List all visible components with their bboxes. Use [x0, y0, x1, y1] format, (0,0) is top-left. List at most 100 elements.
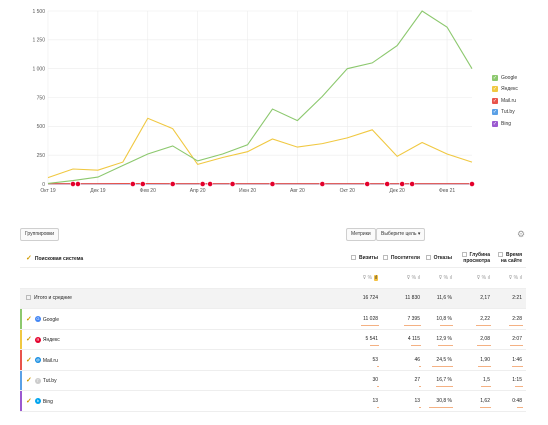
legend-item[interactable]: ✓ Google [492, 72, 518, 84]
chart-toggle-icon[interactable]: ıl [449, 274, 453, 281]
checkbox-icon[interactable]: ✓ [492, 86, 498, 93]
table-row[interactable]: ✓ T Tut.by 30 27 16,7 % 1,5 1:15 [20, 370, 526, 391]
column-filter: ⊽ % ıl [494, 267, 526, 289]
chart-toggle-icon[interactable]: ıl [519, 274, 523, 281]
row-label: Итого и средние [34, 295, 72, 302]
legend-item[interactable]: ✓ Mail.ru [492, 95, 518, 107]
table-row-total: Итого и средние 16 724 11 830 11,6 % 2,17 2:2… [20, 288, 526, 309]
percent-icon[interactable]: % [411, 274, 418, 281]
metric-text: 1,90 [480, 356, 490, 363]
column-filter: ⊽ % ıl [382, 267, 424, 289]
column-header[interactable]: Время на сайте [494, 247, 526, 268]
metric-text: 2,08 [480, 336, 490, 343]
metric-value: 11,6 % [424, 288, 456, 309]
metric-text: 11 830 [405, 295, 420, 302]
chart-toggle-icon[interactable]: ıl [373, 274, 378, 281]
checkmark-icon[interactable]: ✓ [26, 336, 32, 344]
column-header-label: Глубина просмотра [463, 252, 490, 264]
column-header[interactable]: Визиты [342, 247, 382, 268]
chart-toggle-icon[interactable]: ıl [487, 274, 491, 281]
checkmark-icon[interactable]: ✓ [26, 356, 32, 364]
groupings-button[interactable]: Группировки [20, 228, 60, 241]
legend-label: Mail.ru [501, 97, 517, 104]
x-tick-label: Фев 21 [439, 188, 455, 194]
x-tick-label: Фев 20 [140, 188, 156, 194]
search-engine-icon: G [34, 316, 41, 323]
metric-text: 1:46 [512, 356, 522, 363]
y-tick-label: 1 000 [32, 66, 45, 72]
share-bar [481, 386, 491, 387]
x-tick-label: Дек 20 [390, 188, 406, 194]
checkbox-icon[interactable]: ✓ [492, 109, 498, 116]
column-header[interactable]: Отказы [424, 247, 456, 268]
checkbox-icon[interactable] [382, 255, 388, 261]
checkbox-icon[interactable] [351, 255, 357, 261]
legend-label: Яндекс [501, 86, 518, 93]
gear-icon[interactable]: ⚙ [516, 229, 526, 239]
column-header-label: Визиты [359, 255, 378, 261]
share-bar [476, 324, 491, 326]
filter-icon[interactable]: ⊽ [438, 274, 444, 281]
filter-icon[interactable]: ⊽ [508, 274, 514, 281]
filter-icon[interactable]: ⊽ [362, 274, 368, 281]
percent-icon[interactable]: % [513, 274, 520, 281]
filter-icon[interactable]: ⊽ [406, 274, 412, 281]
table-row[interactable]: ✓ Я Яндекс 5 541 4 115 12,9 % 2,08 2:07 [20, 329, 526, 350]
share-bar [419, 406, 421, 408]
metric-text: 16,7 % [436, 377, 452, 384]
table-row[interactable]: ✓ G Google 11 028 7 395 10,8 % 2,22 2:28 [20, 308, 526, 330]
y-tick-label: 0 [42, 182, 45, 188]
metric-text: 2:07 [512, 336, 522, 343]
chart-toggle-icon[interactable]: ıl [417, 274, 421, 281]
checkbox-icon[interactable] [425, 255, 431, 261]
metric-value: 24,5 % [424, 349, 456, 371]
metric-text: 1:15 [512, 377, 522, 384]
percent-icon[interactable]: % [481, 274, 488, 281]
search-engine-icon: Я [34, 336, 41, 343]
series-line-google [47, 10, 473, 184]
share-bar [509, 324, 523, 326]
share-bar [480, 406, 491, 408]
legend-item[interactable]: ✓ Tut.by [492, 107, 518, 119]
checkbox-icon[interactable]: ✓ [492, 74, 498, 81]
checkbox-icon[interactable]: ✓ [492, 120, 498, 127]
row-label: Яндекс [42, 337, 60, 344]
y-tick-label: 250 [37, 153, 46, 159]
x-tick-label: Окт 19 [40, 188, 56, 194]
share-bar [432, 365, 453, 367]
metric-value: 1,62 [456, 390, 494, 412]
metric-value: 30,8 % [424, 390, 456, 412]
percent-icon[interactable]: % [367, 274, 374, 281]
share-bar [419, 365, 421, 367]
checkbox-icon[interactable] [26, 295, 31, 301]
checkbox-icon[interactable]: ✓ [492, 97, 498, 104]
metrics-button[interactable]: Метрики [346, 228, 376, 241]
table-header: ✓ Поисковая система Визиты Посетители Отказы… [20, 247, 526, 268]
column-header[interactable]: Посетители [382, 247, 424, 268]
checkbox-icon[interactable] [461, 252, 467, 258]
y-tick-label: 750 [37, 95, 46, 101]
metric-text: 30,8 % [436, 397, 452, 404]
share-bar [512, 365, 523, 367]
legend-item[interactable]: ✓ Яндекс [492, 84, 518, 96]
percent-icon[interactable]: % [443, 274, 450, 281]
goal-select[interactable]: Выберите цель ▾ [376, 228, 426, 241]
filter-icon[interactable]: ⊽ [476, 274, 482, 281]
metric-text: 27 [414, 377, 420, 384]
table-row[interactable]: ✓ b Bing 13 13 30,8 % 1,62 0:48 [20, 390, 526, 412]
metric-value: 12,9 % [424, 329, 456, 350]
share-bar [377, 386, 379, 387]
legend-item[interactable]: ✓ Bing [492, 118, 518, 130]
metric-text: 46 [414, 356, 420, 363]
checkmark-icon[interactable]: ✓ [26, 377, 32, 385]
metric-text: 12,9 % [436, 336, 452, 343]
metric-text: 1,62 [480, 397, 490, 404]
checkmark-icon[interactable]: ✓ [26, 397, 32, 405]
checkmark-icon[interactable]: ✓ [26, 315, 32, 323]
row-name: ✓ T Tut.by [20, 370, 342, 391]
column-header[interactable]: Глубина просмотра [456, 247, 494, 268]
checkbox-icon[interactable] [498, 252, 503, 258]
share-bar [438, 345, 453, 346]
table-row[interactable]: ✓ @ Mail.ru 53 46 24,5 % 1,90 1:46 [20, 349, 526, 371]
metric-value: 2,22 [456, 308, 494, 330]
